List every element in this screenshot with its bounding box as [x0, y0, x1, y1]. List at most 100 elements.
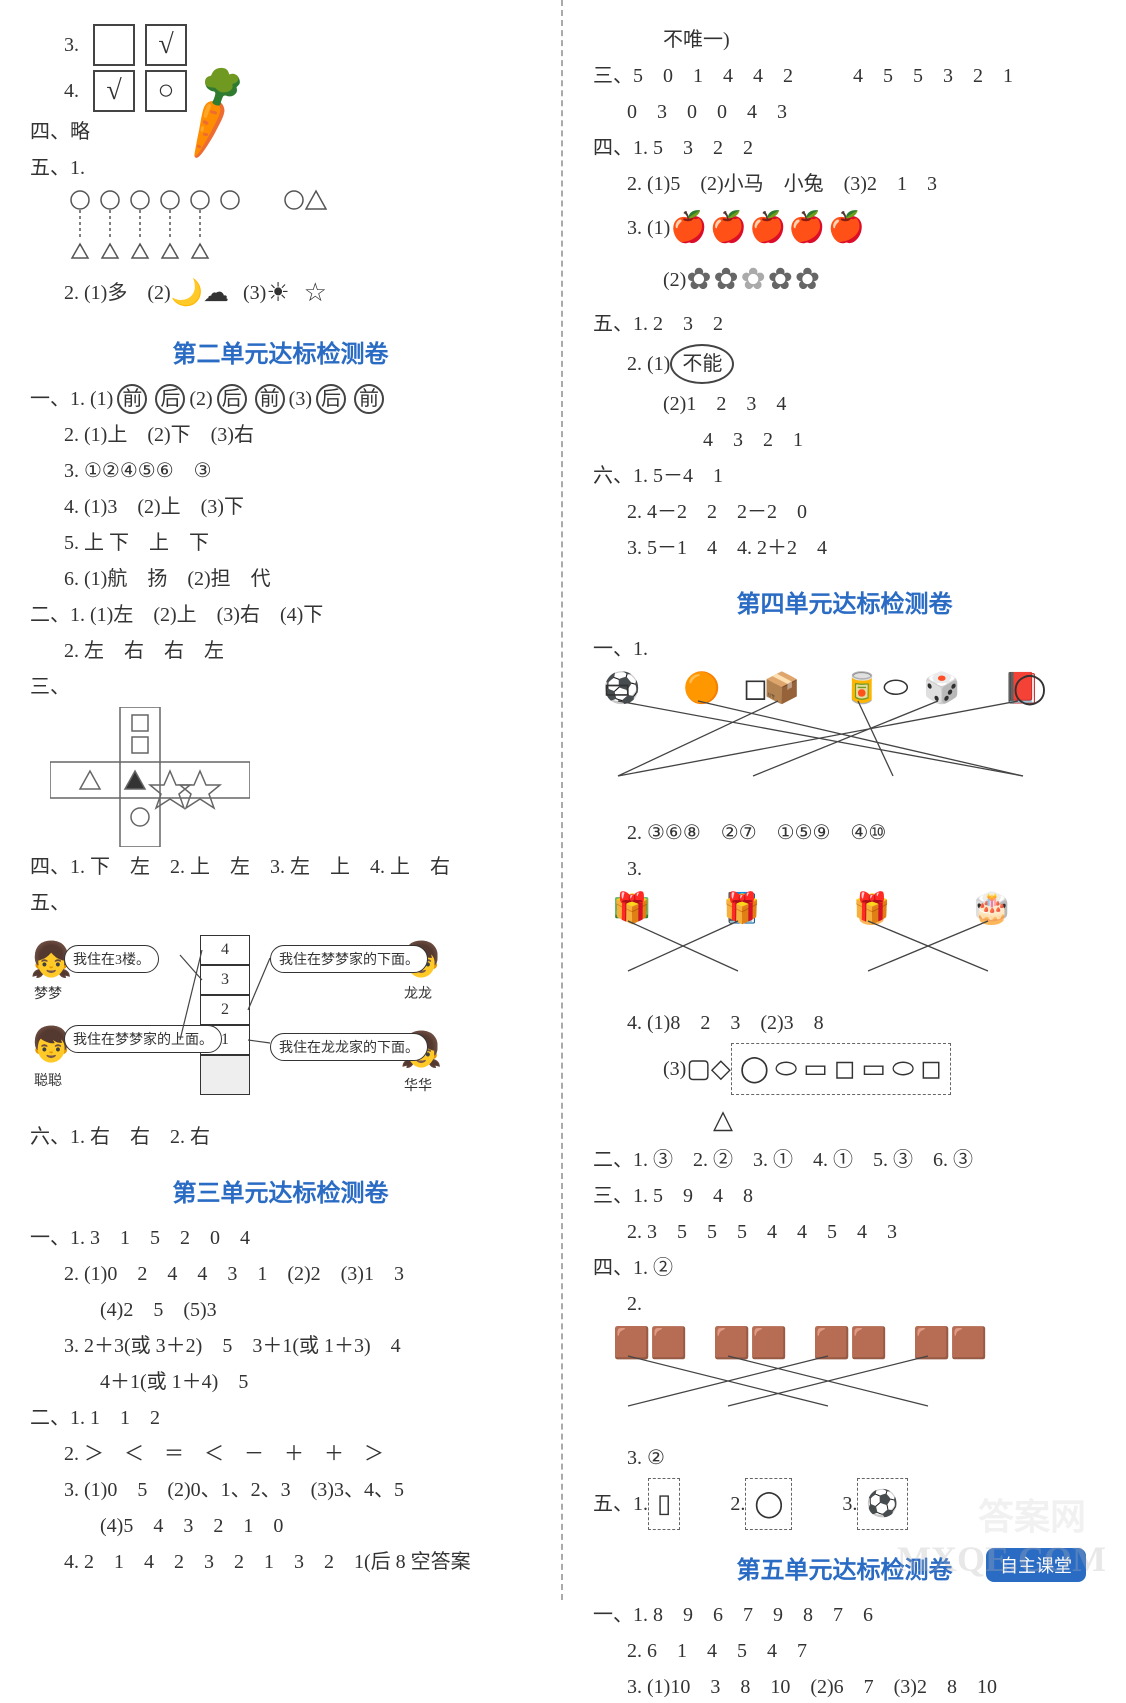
u3-3b: 0 3 0 0 4 3: [593, 96, 1096, 128]
circled-back: 后: [155, 384, 185, 414]
building-scene: 4 3 2 1 👧 我住在3楼。 梦梦 👦 我住在梦梦家的上面。 聪聪 👦 我住…: [30, 925, 450, 1115]
u4-1-3: 3.: [593, 853, 1096, 885]
right-column: 不唯一) 三、5 0 1 4 4 2 4 5 5 3 2 1 0 3 0 0 4…: [563, 0, 1126, 1600]
u4-1-1: 一、1.: [593, 633, 1096, 665]
u2-1-4: 4. (1)3 (2)上 (3)下: [30, 491, 531, 523]
shape-match-2: 💵 📘 🎂 🎲 🎁 🎁 🎁 🎂: [593, 891, 1073, 1001]
q4-prefix: 4.: [64, 75, 79, 107]
shape-match-3: 🟫 🟫 🟫 🟫 🟫🟫 🟫🟫 🟫🟫 🟫🟫: [593, 1326, 1013, 1436]
flower-icon: ✿: [795, 256, 820, 304]
triangle-row: △: [593, 1099, 1096, 1141]
cont-text: 不唯一): [593, 24, 1096, 56]
box-check-2: √: [93, 70, 135, 112]
shape-frame: ◯ ⬭ ▭ ◻ ▭ ⬭ ◻: [731, 1043, 951, 1095]
cylinder-icon: ⬭: [775, 1048, 797, 1090]
apple-icon: 🍎: [670, 204, 707, 252]
u4-4-3: 3. ②: [593, 1442, 1096, 1474]
cuboid-icon: ▯: [657, 1483, 671, 1525]
unit-3-title: 第三单元达标检测卷: [30, 1173, 531, 1208]
apple-icon: 🍎: [788, 204, 825, 252]
u3-2-3: 3. (1)0 5 (2)0、1、2、3 (3)3、4、5: [30, 1474, 531, 1506]
u2-5: 五、: [30, 887, 531, 919]
u3-5-1: 五、1. 2 3 2: [593, 308, 1096, 340]
u3-2-1: 二、1. 1 1 2: [30, 1402, 531, 1434]
u2-1-1: 一、1. (1) 前 后 (2) 后 前 (3) 后 前: [30, 383, 531, 415]
u4-3b: 2. 3 5 5 5 4 4 5 4 3: [593, 1216, 1096, 1248]
star-icon: ☆: [304, 272, 327, 314]
u3-5-2a: 2. (1) 不能: [593, 344, 1096, 384]
speech-bubble: 我住在3楼。: [64, 945, 159, 973]
u4-4-2: 2.: [593, 1288, 1096, 1320]
u2-2-1: 二、1. (1)左 (2)上 (3)右 (4)下: [30, 599, 531, 631]
u3-4-3b: (2) ✿ ✿ ✿ ✿ ✿: [593, 256, 1096, 304]
u4-1-2: 2. ③⑥⑧ ②⑦ ①⑤⑨ ④⑩: [593, 817, 1096, 849]
u3-4-3a: 3. (1) 🍎 🍎 🍎 🍎 🍎: [593, 204, 1096, 252]
u3-5-2c: 4 3 2 1: [593, 424, 1096, 456]
apple-icon: 🍎: [710, 204, 747, 252]
u4-5: 五、1. ▯ 2. ◯ 3. ⚽: [593, 1478, 1096, 1530]
u4-1-4a: 4. (1)8 2 3 (2)3 8: [593, 1007, 1096, 1039]
row-4: 4. √ ○: [30, 70, 531, 112]
flower-icon: ✿: [741, 256, 766, 304]
speech-bubble: 我住在龙龙家的下面。: [270, 1033, 428, 1061]
flower-icon: ✿: [686, 256, 711, 304]
apple-icon: 🍎: [749, 204, 786, 252]
flower-icon: ✿: [768, 256, 793, 304]
sun-icon: ☀: [266, 272, 289, 314]
unit-4-title: 第四单元达标检测卷: [593, 584, 1096, 619]
u3-1-3: 3. 2＋3(或 3＋2) 5 3＋1(或 1＋3) 4: [30, 1330, 531, 1362]
u3-2-3b: (4)5 4 3 2 1 0: [30, 1510, 531, 1542]
speech-bubble: 我住在梦梦家的上面。: [64, 1025, 222, 1053]
u4-4-1: 四、1. ②: [593, 1252, 1096, 1284]
u2-2-2: 2. 左 右 右 左: [30, 635, 531, 667]
row-3: 3. √: [30, 24, 531, 66]
speech-bubble: 我住在梦梦家的下面。: [270, 945, 428, 973]
ans-frame-1: ▯: [648, 1478, 680, 1530]
u2-1-5: 5. 上 下 上 下: [30, 527, 531, 559]
crossroad-diagram: [50, 707, 250, 847]
q3-prefix: 3.: [64, 29, 79, 61]
u3-1-1: 一、1. 3 1 5 2 0 4: [30, 1222, 531, 1254]
u2-6: 六、1. 右 右 2. 右: [30, 1121, 531, 1153]
u2-1-3: 3. ①②④⑤⑥ ③: [30, 455, 531, 487]
cloud-icon: ☁: [203, 272, 229, 314]
cube-shape-icon: ▢: [686, 1048, 711, 1090]
cube-icon: ◻: [920, 1048, 942, 1090]
shape-match-1: ⚽ 🟠 📦 🥫 🎲 📕 ▭ ◻ ⬭ ◯: [593, 671, 1073, 811]
ans-frame-3: ⚽: [857, 1478, 907, 1530]
footer-tag: 自主课堂: [986, 1548, 1086, 1582]
apple-icon: 🍎: [828, 204, 865, 252]
u2-4: 四、1. 下 左 2. 上 左 3. 左 上 4. 上 右: [30, 851, 531, 883]
u5-1-3: 3. (1)10 3 8 10 (2)6 7 (3)2 8 10: [593, 1671, 1096, 1703]
sphere-icon: ◯: [754, 1483, 783, 1525]
u3-1-2: 2. (1)0 2 4 4 3 1 (2)2 (3)1 3: [30, 1258, 531, 1290]
left-column: 🥕 3. √ 4. √ ○ 四、略 五、1.: [0, 0, 563, 1600]
cylinder-icon: ⬭: [892, 1048, 914, 1090]
ans-frame-2: ◯: [745, 1478, 792, 1530]
circle-triangle-match-icon: [64, 188, 344, 268]
ball-icon: ⚽: [866, 1483, 898, 1525]
flower-icon: ✿: [713, 256, 738, 304]
triangle-icon: △: [713, 1099, 733, 1141]
unit-2-title: 第二单元达标检测卷: [30, 334, 531, 369]
u3-1-3b: 4＋1(或 1＋4) 5: [30, 1366, 531, 1398]
sphere-icon: ◯: [740, 1048, 769, 1090]
u2-1-6: 6. (1)航 扬 (2)担 代: [30, 563, 531, 595]
moon-icon: 🌙: [171, 272, 203, 314]
u3-2-2: 2. ＞ ＜ ＝ ＜ － ＋ ＋ ＞: [30, 1438, 531, 1470]
u3-1-2b: (4)2 5 (5)3: [30, 1294, 531, 1326]
circled-front: 前: [117, 384, 147, 414]
u3-2-4: 4. 2 1 4 2 3 2 1 3 2 1(后 8 空答案: [30, 1546, 531, 1578]
box-empty: [93, 24, 135, 66]
section-5-2: 2. (1)多 (2) 🌙 ☁ (3) ☀ ☆: [30, 272, 531, 314]
box-check: √: [145, 24, 187, 66]
u3-6-3: 3. 5－1 4 4. 2＋2 4: [593, 532, 1096, 564]
shape-match-row: [30, 188, 531, 268]
u3-4-2: 2. (1)5 (2)小马 小兔 (3)2 1 3: [593, 168, 1096, 200]
u4-2: 二、1. ③ 2. ② 3. ① 4. ① 5. ③ 6. ③: [593, 1144, 1096, 1176]
u3-6-2: 2. 4－2 2 2－2 0: [593, 496, 1096, 528]
oval-buneng: 不能: [670, 344, 734, 384]
u3-3a: 三、5 0 1 4 4 2 4 5 5 3 2 1: [593, 60, 1096, 92]
u5-1-2: 2. 6 1 4 5 4 7: [593, 1635, 1096, 1667]
cuboid-icon: ▭: [861, 1048, 886, 1090]
